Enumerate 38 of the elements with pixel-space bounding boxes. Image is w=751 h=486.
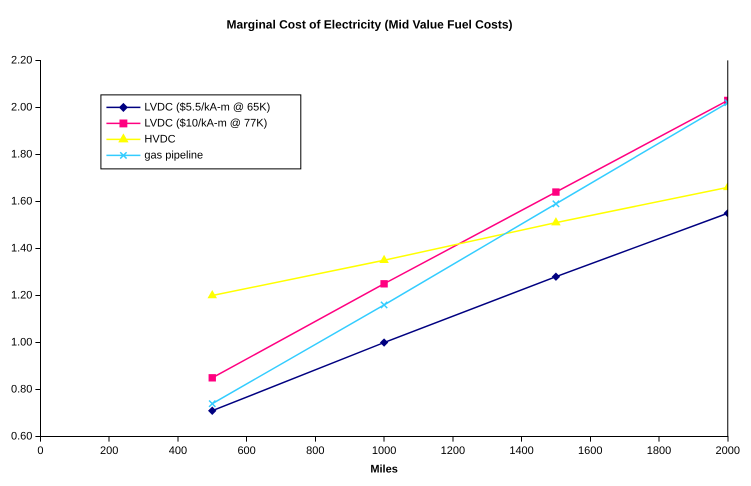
x-tick-label: 200 [100,445,118,458]
x-tick-label: 1400 [509,445,534,458]
x-tick-label: 600 [237,445,256,458]
y-tick-label: 2.00 [10,101,32,114]
legend-label: HVDC [144,133,176,146]
legend-label: gas pipeline [144,149,204,162]
point [380,338,388,347]
x-tick-label: 1200 [440,445,466,458]
y-tick-label: 0.60 [10,430,32,443]
y-tick-label: 1.00 [10,336,32,349]
point [552,218,560,226]
point [208,374,216,382]
y-tick-label: 1.60 [10,196,32,208]
point [380,301,388,309]
x-axis-title: Miles [370,463,398,476]
x-tick-label: 400 [168,445,188,458]
point [552,200,560,208]
chart-title: Marginal Cost of Electricity (Mid Value Fuel Costs) [226,18,513,32]
point [208,290,217,298]
y-tick-label: 1.80 [10,148,32,160]
x-tick-label: 1600 [578,445,603,458]
point [380,280,388,288]
point [380,255,388,264]
point [552,272,560,281]
point [208,406,216,415]
point [208,400,216,408]
y-tick-label: 1.40 [10,242,32,255]
point [552,188,560,196]
x-tick-label: 800 [306,445,325,458]
x-tick-label: 2000 [716,445,740,458]
y-tick-label: 0.80 [10,384,32,396]
x-tick-label: 1000 [372,445,396,458]
y-tick-label: 1.20 [10,290,32,302]
x-tick-label: 1800 [646,445,672,458]
legend-label: LVDC ($5.5/kA-m @ 65K) [144,101,270,114]
x-tick-label: 0 [37,445,44,458]
y-tick-label: 2.20 [10,54,32,66]
legend-label: LVDC ($10/kA-m @ 77K) [144,117,268,130]
